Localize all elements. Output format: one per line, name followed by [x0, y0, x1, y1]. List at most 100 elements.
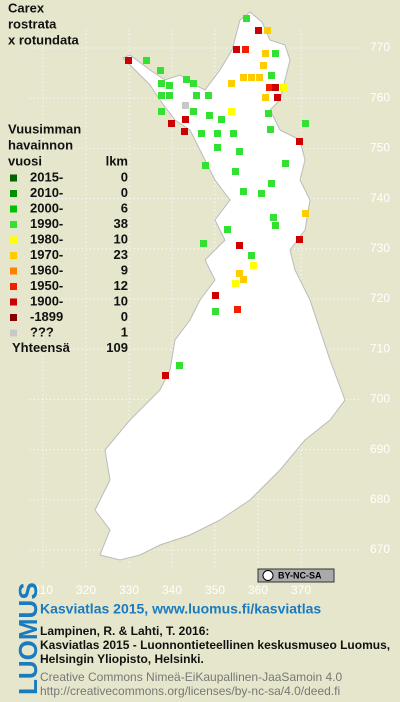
- x-tick-label: 330: [119, 583, 139, 597]
- total-label: Yhteensä: [12, 340, 71, 355]
- citation: Lampinen, R. & Lahti, T. 2016:: [40, 624, 209, 638]
- footer-heading[interactable]: Kasviatlas 2015, www.luomus.fi/kasviatla…: [40, 601, 321, 617]
- legend-label: 1980-: [30, 231, 63, 246]
- observation-square: [255, 27, 262, 34]
- observation-square: [162, 372, 169, 379]
- legend-count: 6: [121, 200, 128, 215]
- observation-square: [265, 110, 272, 117]
- legend-label: 1900-: [30, 293, 63, 308]
- observation-square: [228, 108, 235, 115]
- legend-count: 12: [114, 278, 128, 293]
- legend-count: 10: [114, 293, 128, 308]
- observation-square: [190, 80, 197, 87]
- x-tick-label: 310: [33, 583, 53, 597]
- observation-square: [183, 76, 190, 83]
- x-tick-label: 370: [291, 583, 311, 597]
- observation-square: [258, 190, 265, 197]
- observation-square: [232, 280, 239, 287]
- observation-square: [266, 84, 273, 91]
- observation-square: [214, 144, 221, 151]
- logo: LUOMUS: [13, 582, 43, 695]
- badge-box: [257, 568, 335, 583]
- observation-square: [228, 80, 235, 87]
- observation-square: [202, 162, 209, 169]
- observation-square: [176, 362, 183, 369]
- observation-square: [158, 80, 165, 87]
- observation-square: [236, 242, 243, 249]
- observation-square: [166, 92, 173, 99]
- observation-square: [206, 112, 213, 119]
- observation-square: [157, 67, 164, 74]
- observation-square: [256, 74, 263, 81]
- observation-square: [233, 46, 240, 53]
- observation-square: [158, 92, 165, 99]
- legend-heading: vuosi: [8, 153, 42, 168]
- axes: 310 320 330 340 350 360 3706706806907007107207…: [33, 40, 390, 597]
- title: rostrata: [8, 16, 57, 31]
- observation-square: [193, 92, 200, 99]
- observation-square: [240, 276, 247, 283]
- observation-square: [248, 74, 255, 81]
- citation: Helsingin Yliopisto, Helsinki.: [40, 652, 204, 666]
- legend-swatch: [10, 267, 17, 275]
- observation-square: [267, 126, 274, 133]
- observation-square: [236, 270, 243, 277]
- observation-square: [214, 130, 221, 137]
- y-tick-label: 670: [370, 542, 390, 556]
- legend-label: 2010-: [30, 185, 63, 200]
- y-tick-label: 740: [370, 191, 390, 205]
- observation-square: [168, 120, 175, 127]
- legend-count: 9: [121, 262, 128, 277]
- observation-square: [240, 188, 247, 195]
- observations: [125, 15, 309, 379]
- legend-swatch: [10, 283, 17, 290]
- observation-square: [280, 84, 287, 91]
- observation-square: [250, 262, 257, 269]
- observation-square: [224, 226, 231, 233]
- observation-square: [232, 168, 239, 175]
- legend-label: -1899: [30, 309, 63, 324]
- legend-swatch: [10, 252, 17, 259]
- y-tick-label: 690: [370, 442, 390, 456]
- legend-count: 0: [121, 185, 128, 200]
- observation-square: [270, 214, 277, 221]
- y-tick-label: 750: [370, 141, 390, 155]
- observation-square: [143, 57, 150, 64]
- legend-label: ???: [30, 324, 54, 339]
- x-tick-label: 350: [205, 583, 225, 597]
- cc-icon: [262, 570, 274, 581]
- total: 109: [106, 340, 128, 355]
- legend-count: 38: [114, 216, 128, 231]
- license[interactable]: http://creativecommons.org/licenses/by-n…: [40, 684, 340, 698]
- observation-square: [181, 128, 188, 135]
- finland-outline: [94, 11, 346, 561]
- badge-text: BY-NC-SA: [278, 570, 322, 580]
- legend-swatch: [10, 298, 17, 306]
- legend-swatch: [10, 190, 17, 197]
- legend-label: 2000-: [30, 200, 63, 215]
- observation-square: [272, 222, 279, 229]
- legend-swatch: [10, 236, 17, 244]
- y-tick-label: 680: [370, 492, 390, 506]
- observation-square: [230, 130, 237, 137]
- observation-square: [205, 92, 212, 99]
- observation-square: [158, 108, 165, 115]
- observation-square: [272, 50, 279, 57]
- observation-square: [182, 116, 189, 123]
- legend-swatch: [10, 314, 17, 321]
- license-badge: BY-NC-SA: [257, 568, 335, 583]
- license: Creative Commons Nimeä-EiKaupallinen-Jaa…: [40, 670, 342, 684]
- observation-square: [236, 148, 243, 155]
- observation-square: [212, 308, 219, 315]
- legend-count: 10: [114, 231, 128, 246]
- legend-label: 1990-: [30, 216, 63, 231]
- x-tick-label: 360: [248, 583, 268, 597]
- observation-square: [268, 72, 275, 79]
- legend-label: 1960-: [30, 262, 63, 277]
- x-tick-label: 340: [162, 583, 182, 597]
- observation-square: [243, 15, 250, 22]
- observation-square: [190, 108, 197, 115]
- observation-square: [234, 306, 241, 313]
